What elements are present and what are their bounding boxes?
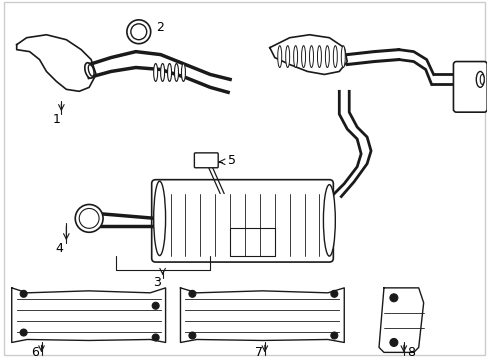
Ellipse shape: [88, 65, 94, 76]
Text: 4: 4: [55, 242, 63, 255]
Circle shape: [330, 291, 337, 297]
Polygon shape: [12, 288, 165, 342]
Circle shape: [152, 302, 159, 309]
Ellipse shape: [301, 46, 305, 67]
FancyBboxPatch shape: [151, 180, 333, 262]
Circle shape: [79, 208, 99, 228]
Circle shape: [188, 332, 196, 339]
Ellipse shape: [160, 63, 164, 81]
Text: 2: 2: [155, 21, 163, 34]
Ellipse shape: [341, 46, 345, 67]
Bar: [230, 228, 274, 256]
Ellipse shape: [479, 75, 483, 84]
Ellipse shape: [309, 46, 313, 67]
Circle shape: [126, 20, 150, 44]
Ellipse shape: [277, 46, 281, 67]
Ellipse shape: [153, 63, 157, 81]
Circle shape: [330, 332, 337, 339]
Ellipse shape: [174, 63, 178, 81]
Circle shape: [131, 24, 146, 40]
Ellipse shape: [181, 63, 185, 81]
Ellipse shape: [167, 63, 171, 81]
Circle shape: [20, 329, 27, 336]
Polygon shape: [269, 35, 346, 75]
Circle shape: [188, 291, 196, 297]
Polygon shape: [17, 35, 96, 91]
Text: 5: 5: [228, 154, 236, 167]
Ellipse shape: [317, 46, 321, 67]
Circle shape: [75, 204, 103, 232]
Polygon shape: [180, 288, 344, 342]
Text: 6: 6: [32, 346, 40, 359]
Text: 7: 7: [254, 346, 263, 359]
Ellipse shape: [333, 46, 337, 67]
FancyBboxPatch shape: [194, 153, 218, 168]
Ellipse shape: [285, 46, 289, 67]
Ellipse shape: [293, 46, 297, 67]
FancyBboxPatch shape: [452, 62, 486, 112]
Circle shape: [389, 294, 397, 302]
Circle shape: [20, 291, 27, 297]
Ellipse shape: [325, 46, 329, 67]
Text: 3: 3: [152, 276, 160, 289]
Polygon shape: [378, 288, 423, 352]
Ellipse shape: [323, 185, 335, 256]
Text: 1: 1: [52, 113, 60, 126]
Ellipse shape: [475, 72, 483, 87]
Ellipse shape: [84, 63, 93, 78]
Text: 8: 8: [406, 346, 414, 359]
Circle shape: [152, 334, 159, 341]
Circle shape: [389, 338, 397, 346]
Ellipse shape: [153, 181, 165, 256]
